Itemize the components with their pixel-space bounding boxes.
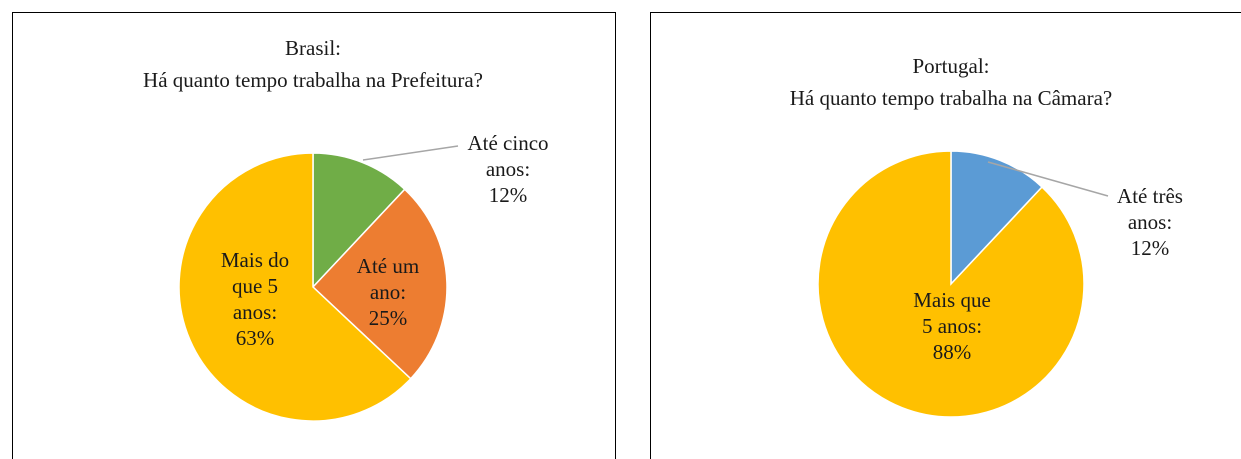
chart-frame xyxy=(650,12,1241,459)
slice-value-label: 63% xyxy=(236,326,275,350)
pie-slice xyxy=(950,150,1044,286)
chart-title: Portugal: xyxy=(913,54,990,78)
slice-label: Até cinco anos: xyxy=(467,131,548,181)
chart-frame xyxy=(12,12,616,459)
chart-title: Há quanto tempo trabalha na Prefeitura? xyxy=(143,68,483,92)
pie-slice xyxy=(312,152,406,289)
pie-slice xyxy=(311,188,448,380)
slice-value-label: 12% xyxy=(489,183,528,207)
pie-slice xyxy=(817,150,1085,418)
leader-line xyxy=(362,145,459,161)
leader-line xyxy=(987,161,1109,197)
slice-label: Até três anos: xyxy=(1117,184,1183,234)
slice-value-label: 88% xyxy=(933,340,972,364)
chart-title: Brasil: xyxy=(285,36,341,60)
slice-label: Mais do que 5 anos: xyxy=(221,248,289,324)
slice-value-label: 25% xyxy=(369,306,408,330)
slice-value-label: 12% xyxy=(1131,236,1170,260)
chart-title: Há quanto tempo trabalha na Câmara? xyxy=(790,86,1112,110)
pie-slice xyxy=(178,152,412,422)
slice-label: Mais que 5 anos: xyxy=(913,288,991,338)
slice-label: Até um ano: xyxy=(357,254,419,304)
